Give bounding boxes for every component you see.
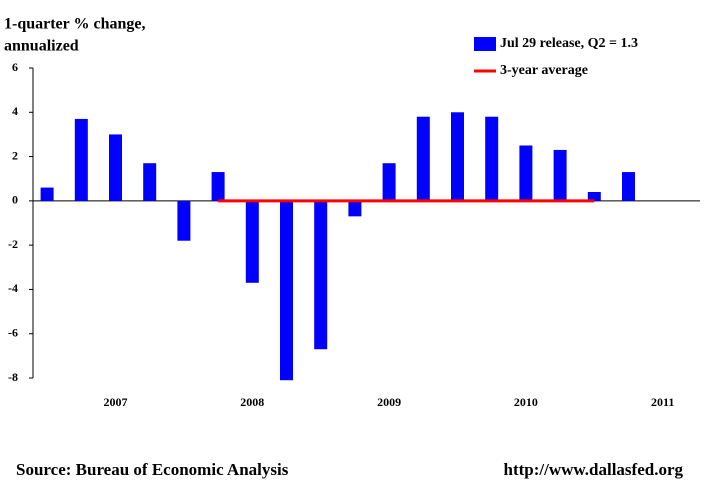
bar [314, 200, 328, 350]
y-tick-label: -2 [8, 237, 18, 251]
x-tick-label: 2007 [104, 395, 128, 409]
bar [177, 200, 191, 241]
y-tick-label: 4 [12, 104, 18, 118]
bar [416, 116, 430, 201]
legend-swatch [474, 37, 496, 51]
x-tick-label: 2011 [651, 395, 674, 409]
url: http://www.dallasfed.org [504, 460, 684, 479]
bar [587, 192, 601, 201]
y-tick-label: -6 [8, 325, 18, 339]
bar [382, 163, 396, 201]
legend-label: 3-year average [500, 63, 588, 78]
bar [451, 112, 464, 201]
y-tick-label: 6 [12, 60, 18, 74]
bar [553, 149, 567, 201]
x-tick-label: 2009 [377, 395, 401, 409]
bar [622, 172, 635, 201]
y-axis-label: annualized [4, 38, 79, 55]
bar [40, 187, 54, 201]
y-axis-label: 1-quarter % change, [4, 16, 145, 33]
x-tick-label: 2010 [514, 395, 538, 409]
bar [485, 116, 499, 201]
bar [109, 134, 122, 201]
y-tick-label: 2 [12, 148, 18, 162]
bar [519, 145, 533, 201]
y-tick-label: 0 [12, 193, 18, 207]
bar [245, 200, 259, 283]
y-tick-label: -4 [8, 281, 18, 295]
legend-label: Jul 29 release, Q2 = 1.3 [500, 36, 638, 51]
bar [280, 200, 293, 381]
bar [143, 163, 157, 201]
bar [211, 172, 225, 201]
bar [74, 118, 88, 201]
bar [348, 200, 362, 217]
source: Source: Bureau of Economic Analysis [16, 460, 289, 479]
x-tick-label: 2008 [240, 395, 264, 409]
y-tick-label: -8 [8, 370, 18, 384]
